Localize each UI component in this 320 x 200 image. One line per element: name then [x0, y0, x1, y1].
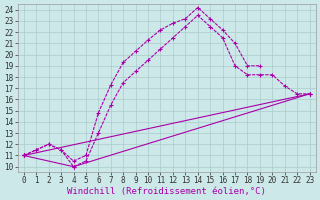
- X-axis label: Windchill (Refroidissement éolien,°C): Windchill (Refroidissement éolien,°C): [67, 187, 266, 196]
